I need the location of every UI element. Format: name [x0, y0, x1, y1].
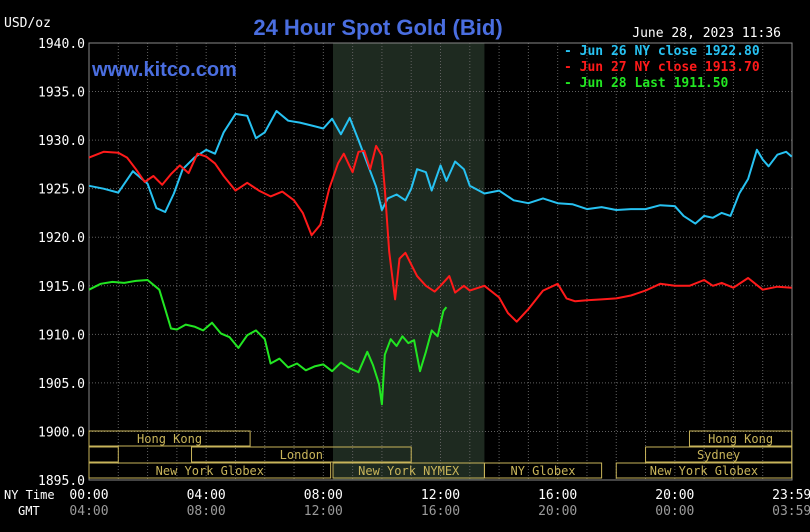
y-tick-label: 1895.0	[38, 474, 85, 489]
market-session-box	[88, 446, 119, 463]
market-session-box	[191, 446, 412, 463]
market-session-label: London	[280, 448, 323, 462]
market-sessions: Hong Kong Hong Kong London Sydney New York G…	[88, 430, 793, 479]
x-axis-ticks: 00:00 04:00 08:00 12:00 16:00 20:00 23:5904:00…	[69, 488, 810, 519]
x-tick-label-gmt: 16:00	[421, 504, 460, 519]
market-session-label: NY Globex	[511, 464, 576, 478]
y-tick-label: 1910.0	[38, 328, 85, 343]
legend-item-jun26: - Jun 26 NY close 1922.80	[564, 44, 760, 59]
y-tick-label: 1905.0	[38, 377, 85, 392]
x-tick-label-ny: 23:59	[772, 488, 810, 503]
x-tick-label-ny: 20:00	[655, 488, 694, 503]
y-tick-label: 1915.0	[38, 280, 85, 295]
market-session-box	[88, 430, 251, 447]
plot-frame	[88, 42, 793, 481]
price-series	[88, 110, 793, 406]
market-session-label: New York Globex	[156, 464, 264, 478]
y-tick-label: 1925.0	[38, 183, 85, 198]
y-tick-label: 1920.0	[38, 231, 85, 246]
y-axis-ticks: 1940.0 1935.0 1930.0 1925.0 1920.0 1915.0 1910…	[38, 37, 85, 489]
market-session-label: New York NYMEX	[358, 464, 460, 478]
x-tick-label-gmt: 03:59	[772, 504, 810, 519]
market-session-box	[483, 462, 603, 479]
y-tick-label: 1940.0	[38, 37, 85, 52]
timestamp: June 28, 2023 11:36	[632, 26, 781, 41]
market-session-label: Hong Kong	[137, 432, 202, 446]
series-line-jun26	[88, 110, 793, 225]
legend-item-jun28: - Jun 28 Last 1911.50	[564, 76, 729, 91]
x-tick-label-ny: 08:00	[304, 488, 343, 503]
market-session-box	[615, 462, 793, 479]
legend-item-jun27: - Jun 27 NY close 1913.70	[564, 60, 760, 75]
market-session-box	[645, 446, 793, 463]
plot-border	[88, 42, 793, 481]
market-session-label: New York Globex	[650, 464, 758, 478]
x-tick-label-ny: 00:00	[69, 488, 108, 503]
y-tick-label: 1930.0	[38, 134, 85, 149]
legend: - Jun 26 NY close 1922.80 - Jun 27 NY cl…	[564, 44, 760, 91]
x-tick-label-ny: 04:00	[187, 488, 226, 503]
x-tick-label-gmt: 00:00	[655, 504, 694, 519]
series-line-jun28	[88, 279, 448, 406]
series-line-jun27	[88, 144, 792, 323]
x-tick-label-gmt: 20:00	[538, 504, 577, 519]
x-tick-label-gmt: 08:00	[187, 504, 226, 519]
gmt-label: GMT	[18, 504, 40, 518]
chart-title: 24 Hour Spot Gold (Bid)	[253, 15, 502, 40]
unit-label: USD/oz	[4, 16, 51, 31]
x-tick-label-gmt: 12:00	[304, 504, 343, 519]
grid-lines	[88, 42, 793, 481]
y-tick-label: 1935.0	[38, 86, 85, 101]
x-tick-label-gmt: 04:00	[69, 504, 108, 519]
y-tick-label: 1900.0	[38, 425, 85, 440]
watermark: www.kitco.com	[91, 59, 237, 81]
x-tick-label-ny: 12:00	[421, 488, 460, 503]
market-session-label: Hong Kong	[708, 432, 773, 446]
ny-time-label: NY Time	[4, 488, 55, 502]
market-session-box	[88, 462, 332, 479]
market-session-label: Sydney	[697, 448, 740, 462]
market-session-box	[688, 430, 793, 447]
x-tick-label-ny: 16:00	[538, 488, 577, 503]
